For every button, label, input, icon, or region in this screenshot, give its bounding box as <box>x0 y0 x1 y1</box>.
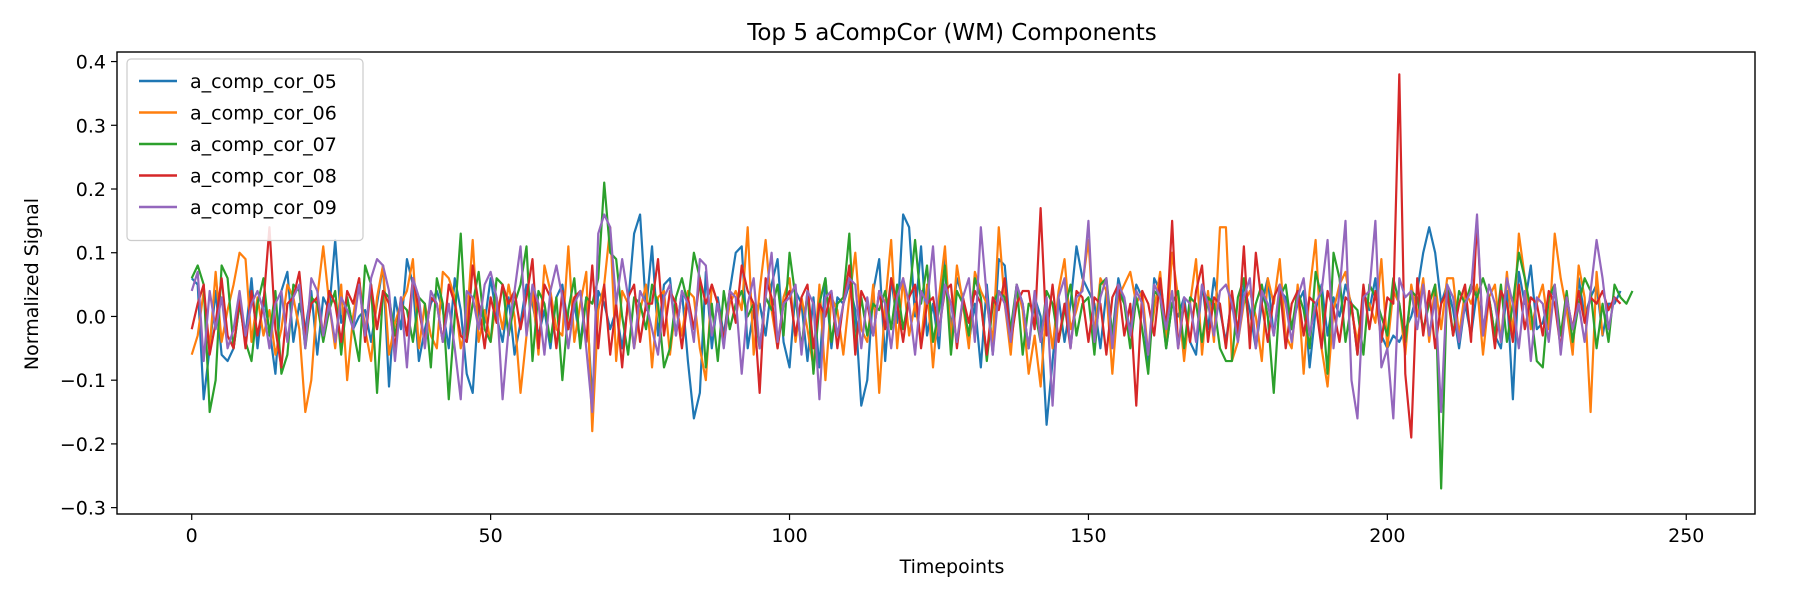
y-tick-label: −0.1 <box>60 370 106 392</box>
x-tick-label: 200 <box>1369 525 1405 547</box>
y-tick-label: 0.2 <box>76 179 106 201</box>
y-tick-label: −0.3 <box>60 498 106 520</box>
x-tick-label: 150 <box>1070 525 1106 547</box>
x-tick-label: 0 <box>186 525 198 547</box>
x-ticks: 0 50 100 150 200 250 <box>186 514 1704 547</box>
y-tick-label: −0.2 <box>60 434 106 456</box>
y-tick-label: 0.3 <box>76 115 106 137</box>
plot-frame <box>116 51 1756 515</box>
legend-box <box>126 58 364 242</box>
legend-label: a_comp_cor_05 <box>190 71 337 93</box>
legend-label: a_comp_cor_07 <box>190 134 337 156</box>
plot-lines <box>190 73 1634 490</box>
legend-label: a_comp_cor_06 <box>190 103 337 125</box>
y-tick-label: 0.4 <box>76 52 106 74</box>
legend: a_comp_cor_05 a_comp_cor_06 a_comp_cor_07a… <box>126 58 364 242</box>
chart-title: Top 5 aCompCor (WM) Components <box>746 20 1157 46</box>
y-tick-label: 0.0 <box>76 306 106 328</box>
x-tick-label: 100 <box>771 525 807 547</box>
x-tick-label: 250 <box>1668 525 1704 547</box>
legend-label: a_comp_cor_09 <box>190 197 337 219</box>
y-axis-title: Normalized Signal <box>21 198 43 370</box>
legend-label: a_comp_cor_08 <box>190 166 337 188</box>
y-ticks: −0.3 −0.2 −0.1 0.0 0.1 0.2 0.3 0.4 <box>60 52 117 520</box>
x-tick-label: 50 <box>479 525 503 547</box>
series-line-a_comp_cor_09 <box>190 213 1616 420</box>
y-tick-label: 0.1 <box>76 243 106 265</box>
x-axis-title: Timepoints <box>899 556 1005 578</box>
series-line-a_comp_cor_07 <box>190 181 1634 490</box>
